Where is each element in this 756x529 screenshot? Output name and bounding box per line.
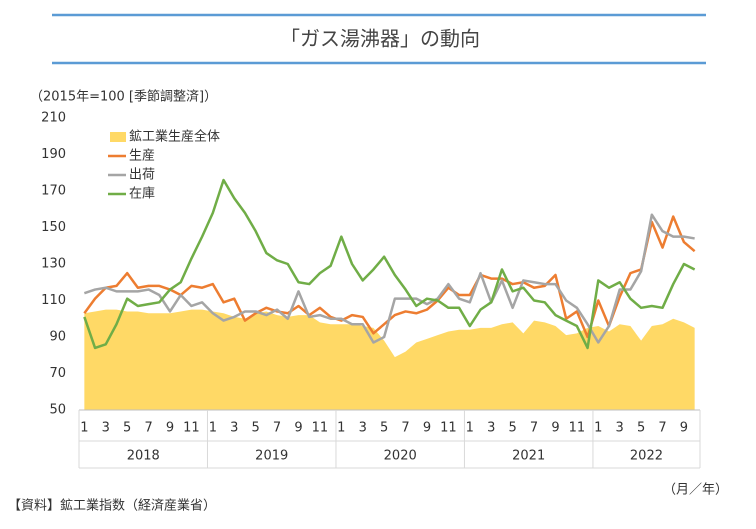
x-tick-label: 1 [337,421,345,436]
legend-swatch [110,132,126,142]
year-label: 2019 [255,449,288,464]
x-tick-label: 3 [230,421,238,436]
x-tick-label: 3 [359,421,367,436]
y-tick-label: 210 [41,111,66,126]
x-tick-label: 11 [440,421,457,436]
y-tick-label: 110 [41,293,66,308]
y-tick-label: 190 [41,147,66,162]
x-tick-label: 5 [637,421,645,436]
legend-label: 出荷 [129,168,155,183]
x-tick-label: 3 [616,421,624,436]
x-tick-label: 5 [508,421,516,436]
x-tick-label: 7 [144,421,152,436]
x-tick-label: 7 [530,421,538,436]
legend-label: 在庫 [129,187,155,202]
legend-label: 生産 [129,148,155,164]
x-tick-label: 9 [423,421,431,436]
line [83,213,695,344]
year-label: 2020 [384,449,417,464]
x-tick-label: 1 [466,421,474,436]
y-tick-label: 90 [49,330,66,345]
year-label: 2018 [127,449,160,464]
year-label: 2021 [512,449,545,464]
area [84,309,695,410]
x-tick-label: 5 [252,421,260,436]
x-tick-label: 9 [166,421,174,436]
x-tick-label: 11 [183,421,200,436]
y-tick-label: 70 [49,366,66,381]
x-tick-label: 3 [487,421,495,436]
x-tick-label: 1 [209,421,217,436]
y-axis-label: （2015年=100 [季節調整済]） [30,89,217,105]
y-tick-label: 130 [41,257,66,272]
x-tick-label: 5 [380,421,388,436]
x-tick-label: 11 [312,421,329,436]
x-tick-label: 5 [123,421,131,436]
x-tick-label: 7 [273,421,281,436]
x-tick-label: 9 [294,421,302,436]
y-tick-label: 150 [41,220,66,235]
source: 【資料】鉱工業指数（経済産業省） [8,498,216,514]
line [83,178,696,350]
chart-title: 「ガス湯沸器」の動向 [280,27,480,51]
x-tick-label: 1 [80,421,88,436]
x-tick-label: 1 [594,421,602,436]
x-tick-label: 9 [551,421,559,436]
x-tick-label: 7 [401,421,409,436]
x-tick-label: 11 [569,421,586,436]
x-tick-label: 7 [658,421,666,436]
x-tick-label: 3 [102,421,110,436]
y-tick-label: 50 [49,403,66,418]
legend-label: 鉱工業生産全体 [129,129,220,145]
year-label: 2022 [630,449,663,464]
x-tick-label: 9 [680,421,688,436]
x-unit: （月／年） [663,483,728,498]
y-tick-label: 170 [41,184,66,199]
